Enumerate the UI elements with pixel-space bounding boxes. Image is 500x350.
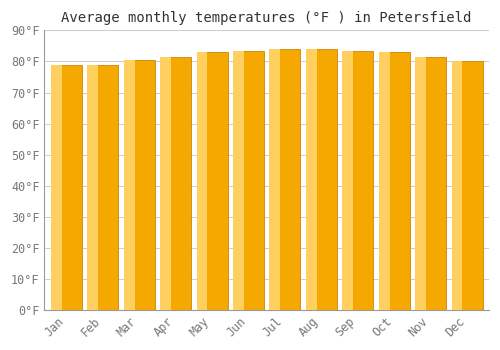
Bar: [306, 49, 316, 310]
Title: Average monthly temperatures (°F ) in Petersfield: Average monthly temperatures (°F ) in Pe…: [62, 11, 472, 25]
Bar: [342, 51, 373, 310]
Bar: [196, 52, 228, 310]
Bar: [452, 62, 462, 310]
Bar: [342, 51, 353, 310]
Bar: [196, 52, 207, 310]
Bar: [378, 52, 410, 310]
Bar: [306, 49, 337, 310]
Bar: [51, 65, 82, 310]
Bar: [270, 49, 280, 310]
Bar: [233, 51, 264, 310]
Bar: [415, 57, 446, 310]
Bar: [415, 57, 426, 310]
Bar: [124, 60, 154, 310]
Bar: [124, 60, 134, 310]
Bar: [270, 49, 300, 310]
Bar: [378, 52, 390, 310]
Bar: [88, 65, 118, 310]
Bar: [233, 51, 244, 310]
Bar: [88, 65, 98, 310]
Bar: [160, 57, 171, 310]
Bar: [160, 57, 191, 310]
Bar: [51, 65, 62, 310]
Bar: [452, 62, 482, 310]
